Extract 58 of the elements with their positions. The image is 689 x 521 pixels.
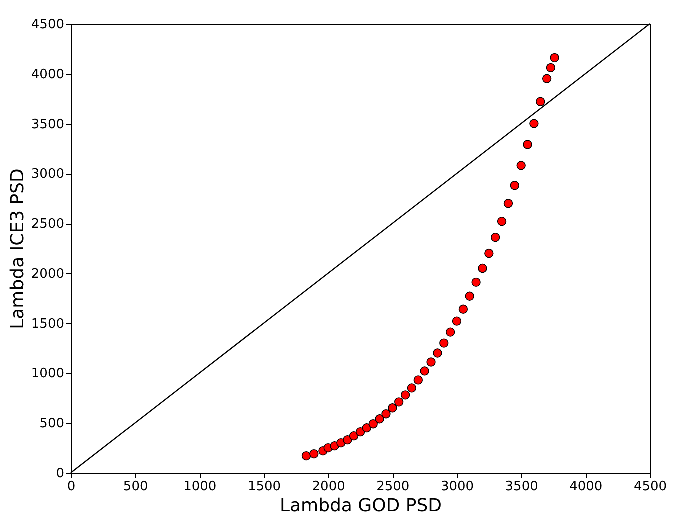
point [362,424,372,433]
point [356,428,366,437]
point [414,376,423,385]
x-tick-label: 0 [67,480,76,494]
point [382,410,391,419]
point [504,199,514,208]
point [510,181,520,190]
point [497,216,507,226]
x-tick-label: 3000 [440,480,474,494]
point [400,390,410,400]
point [426,358,436,367]
x-axis-title: Lambda GOD PSD [280,496,442,516]
y-tick-label: 4500 [31,18,64,32]
point [542,74,552,84]
point [452,316,462,326]
point [375,414,384,424]
x-tick-label: 3500 [505,480,538,494]
point [458,304,468,314]
point [478,264,488,274]
point [302,451,312,461]
point [368,420,378,429]
y-tick-label: 3500 [31,117,64,132]
point [546,63,556,72]
point [388,404,398,413]
y-tick-label: 4000 [31,67,64,82]
point [446,328,456,337]
x-tick-label: 1500 [248,480,282,494]
point [536,97,546,106]
x-tick-label: 4500 [634,480,668,494]
x-tick-label: 1000 [184,480,217,494]
x-tick-label: 4000 [570,480,603,494]
x-tick-label: 2000 [312,480,346,494]
point [394,398,404,407]
y-tick-label: 3000 [31,167,64,182]
point [343,436,352,445]
point [440,338,449,348]
x-tick-label: 2500 [376,480,410,494]
point [433,348,442,358]
y-tick-label: 2000 [31,266,64,282]
point [491,232,500,242]
x-tick-label: 500 [123,480,148,494]
y-tick-label: 2500 [31,217,64,232]
point [465,292,474,301]
point [420,366,430,376]
y-tick-label: 0 [56,466,64,482]
y-axis-title: Lambda ICE3 PSD [7,168,28,330]
point [550,53,560,62]
point [530,119,539,128]
point [349,432,359,441]
point [310,449,319,459]
y-tick-label: 1500 [31,316,64,332]
point [523,140,532,150]
point [407,384,417,393]
y-tick-label: 1000 [31,366,64,382]
point [484,248,494,258]
point [516,161,526,170]
y-tick-label: 500 [40,416,64,432]
point [472,278,481,287]
